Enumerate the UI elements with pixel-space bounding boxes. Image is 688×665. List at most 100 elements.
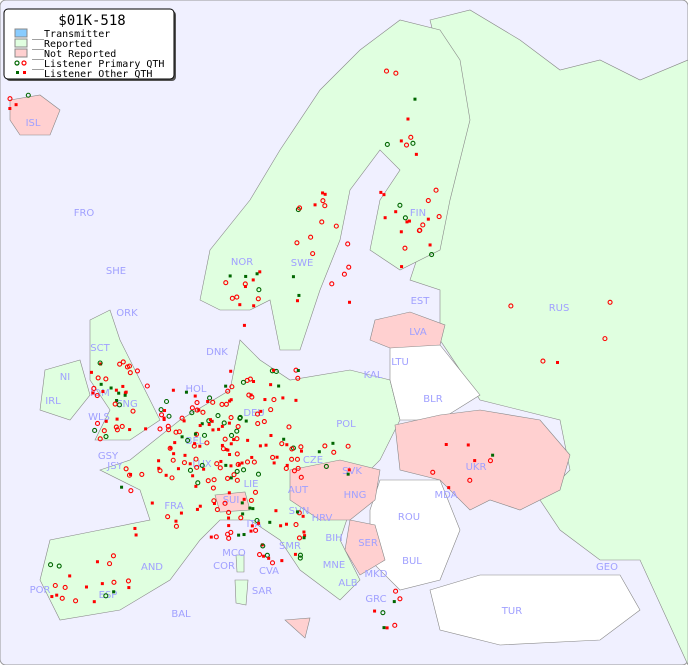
listener-primary-qth-marker — [187, 467, 194, 473]
listener-other-qth-marker — [406, 117, 410, 121]
listener-primary-qth-marker — [261, 418, 267, 425]
listener-other-qth-marker — [285, 443, 289, 447]
region-central — [289, 459, 381, 521]
listener-other-qth-marker — [194, 484, 198, 488]
label-pol: POL — [336, 419, 356, 430]
listener-other-qth-marker — [259, 409, 263, 413]
listener-primary-qth-marker — [607, 299, 613, 305]
listener-primary-qth-marker — [189, 410, 195, 416]
listener-other-qth-marker — [228, 399, 232, 403]
label-dnk: DNK — [206, 347, 228, 358]
listener-other-qth-marker — [212, 501, 216, 505]
label-smr: SMR — [279, 541, 301, 552]
label-hol: HOL — [186, 384, 207, 395]
listener-primary-qth-marker — [101, 428, 107, 434]
listener-primary-qth-marker — [433, 187, 439, 193]
listener-other-qth-marker — [144, 427, 148, 431]
listener-primary-qth-marker — [231, 472, 237, 478]
listener-primary-qth-marker — [201, 432, 208, 438]
listener-primary-qth-marker — [97, 360, 103, 366]
listener-primary-qth-marker — [291, 468, 298, 474]
listener-primary-qth-marker — [244, 459, 251, 465]
listener-other-qth-marker — [413, 97, 417, 101]
listener-other-qth-marker — [238, 303, 242, 307]
listener-other-qth-marker — [240, 461, 244, 465]
listener-primary-qth-marker — [295, 375, 301, 381]
listener-other-qth-marker — [392, 600, 396, 604]
listener-primary-qth-marker — [185, 437, 191, 443]
listener-other-qth-marker — [101, 389, 105, 393]
listener-other-qth-marker — [428, 243, 432, 247]
listener-other-qth-marker — [284, 522, 288, 526]
listener-other-qth-marker — [182, 419, 186, 423]
label-mda: MDA — [435, 490, 458, 501]
listener-primary-qth-marker — [119, 423, 125, 430]
listener-primary-qth-marker — [429, 251, 435, 258]
listener-other-qth-marker — [172, 452, 176, 456]
listener-other-qth-marker — [399, 139, 403, 143]
listener-primary-qth-marker — [52, 582, 58, 589]
legend-swatch-not-reported — [14, 48, 28, 58]
listener-other-qth-marker — [173, 441, 177, 445]
listener-other-qth-marker — [134, 533, 138, 537]
listener-other-qth-marker — [89, 370, 93, 374]
listener-primary-qth-marker — [310, 251, 316, 257]
listener-primary-qth-marker — [211, 477, 217, 483]
listener-other-qth-marker — [241, 512, 245, 516]
listener-other-qth-marker — [162, 416, 166, 420]
listener-primary-qth-marker — [333, 223, 339, 229]
listener-other-qth-marker — [302, 536, 306, 540]
label-hng: HNG — [344, 490, 367, 501]
listener-primary-qth-marker — [255, 296, 261, 302]
listener-primary-qth-marker — [229, 295, 235, 301]
listener-primary-qth-marker — [254, 411, 261, 417]
listener-other-qth-marker — [128, 428, 132, 432]
listener-primary-qth-marker — [248, 497, 254, 503]
label-iom: IOM — [90, 388, 109, 399]
listener-primary-qth-marker — [166, 413, 172, 419]
listener-other-qth-marker — [198, 424, 202, 428]
listener-other-qth-marker — [127, 586, 131, 590]
listener-primary-qth-marker — [270, 454, 276, 460]
listener-primary-qth-marker — [204, 440, 210, 446]
label-hrv: HRV — [312, 513, 333, 524]
listener-primary-qth-marker — [255, 471, 262, 477]
listener-other-qth-marker — [198, 444, 202, 448]
listener-other-qth-marker — [210, 419, 214, 423]
listener-other-qth-marker — [227, 491, 231, 495]
label-svn: SVN — [289, 506, 310, 517]
listener-primary-qth-marker — [253, 527, 259, 533]
listener-other-qth-marker — [383, 216, 387, 220]
listener-other-qth-marker — [180, 435, 184, 439]
label-sui: SUI — [223, 495, 240, 506]
listener-other-qth-marker — [444, 443, 448, 447]
listener-other-qth-marker — [267, 556, 271, 560]
listener-other-qth-marker — [323, 192, 327, 196]
listener-primary-qth-marker — [94, 392, 100, 399]
listener-other-qth-marker — [242, 497, 246, 501]
listener-other-qth-marker — [169, 446, 173, 450]
listener-other-qth-marker — [240, 501, 244, 505]
listener-other-qth-marker — [321, 191, 325, 195]
label-alb: ALB — [338, 578, 357, 589]
listener-primary-qth-marker — [211, 498, 217, 504]
country-labels: ISL FRO SHE ORK NOR SWE FIN RUS EST LVA … — [26, 118, 619, 620]
listener-other-qth-marker — [109, 386, 113, 390]
legend-other-red-icon — [23, 71, 26, 74]
listener-other-qth-marker — [157, 466, 161, 470]
listener-primary-qth-marker — [540, 358, 546, 364]
listener-other-qth-marker — [208, 418, 212, 422]
label-she: SHE — [106, 266, 126, 277]
legend-swatch-reported — [14, 38, 28, 48]
listener-primary-qth-marker — [103, 376, 109, 382]
listener-other-qth-marker — [242, 323, 246, 327]
listener-other-qth-marker — [272, 368, 276, 372]
listener-primary-qth-marker — [402, 245, 408, 251]
label-isl: ISL — [26, 118, 41, 129]
listener-other-qth-marker — [224, 447, 228, 451]
listener-other-qth-marker — [176, 467, 180, 471]
listener-other-qth-marker — [258, 270, 262, 274]
listener-primary-qth-marker — [380, 610, 386, 616]
listener-other-qth-marker — [163, 409, 167, 413]
